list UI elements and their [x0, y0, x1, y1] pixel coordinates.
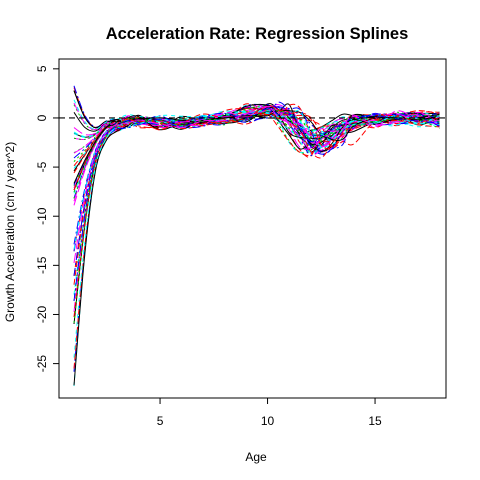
- y-tick-label: -20: [35, 306, 49, 324]
- series-line: [73, 104, 440, 138]
- series-line: [73, 102, 440, 150]
- series-line: [73, 112, 440, 369]
- x-tick-label: 15: [368, 414, 382, 428]
- y-tick-label: -5: [35, 161, 49, 172]
- y-tick-label: -25: [35, 355, 49, 373]
- x-tick-label: 10: [261, 414, 275, 428]
- y-tick-label: 5: [35, 65, 49, 72]
- series-line: [73, 90, 440, 152]
- y-axis-label: Growth Acceleration (cm / year^2): [3, 142, 17, 322]
- series-line: [73, 109, 440, 323]
- series-line: [73, 99, 440, 141]
- chart-title: Acceleration Rate: Regression Splines: [106, 25, 409, 43]
- series-line: [73, 110, 440, 312]
- x-axis-label: Age: [245, 450, 267, 464]
- series-line: [73, 110, 440, 358]
- series-line: [73, 111, 440, 276]
- y-tick-label: -15: [35, 256, 49, 274]
- axes: 5 10 15 5 0 -5 -10 -15 -20 -25: [35, 58, 447, 428]
- y-tick-label: -10: [35, 207, 49, 225]
- series-line: [73, 106, 440, 263]
- x-tick-label: 5: [157, 414, 164, 428]
- y-tick-label: 0: [35, 114, 49, 121]
